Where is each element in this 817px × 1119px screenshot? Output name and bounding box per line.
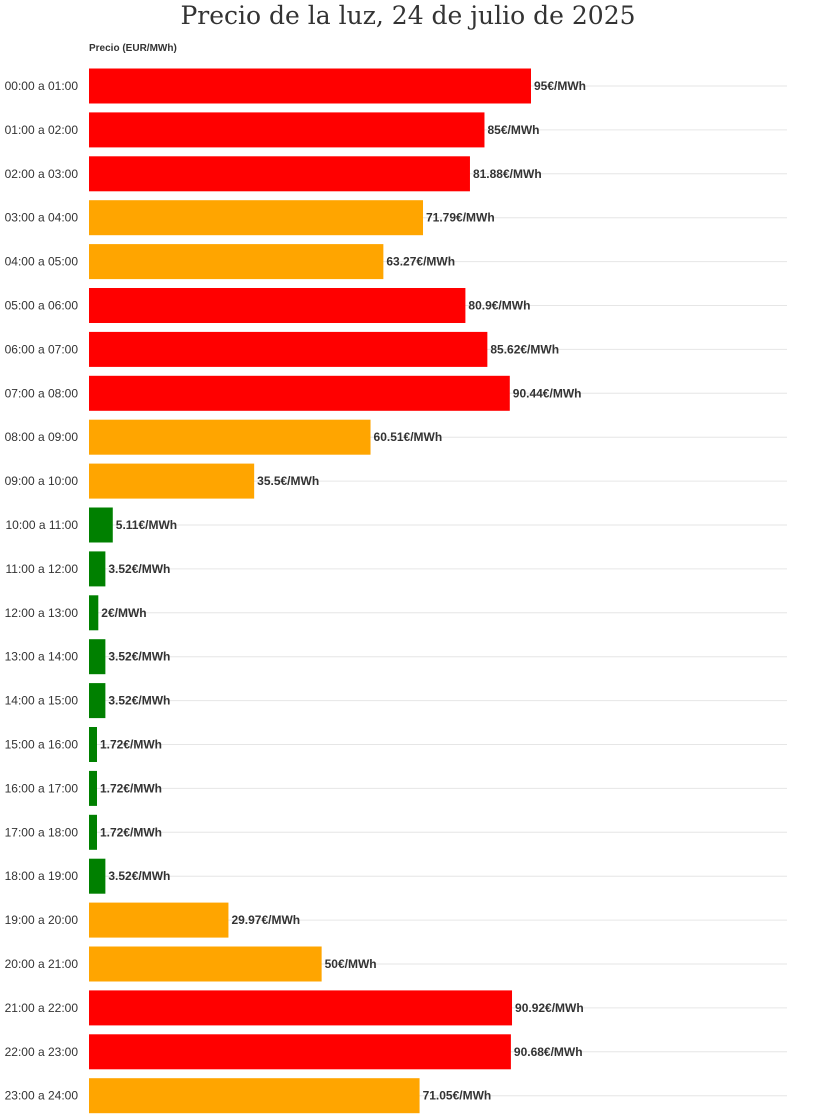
category-label-4: 04:00 a 05:00 <box>5 255 79 269</box>
data-label-6: 85.62€/MWh <box>490 342 559 356</box>
bar-22 <box>89 1034 511 1070</box>
data-label-3: 71.79€/MWh <box>426 211 495 225</box>
data-label-19: 29.97€/MWh <box>231 913 300 927</box>
bar-0 <box>89 68 531 104</box>
category-label-13: 13:00 a 14:00 <box>5 650 79 664</box>
category-label-2: 02:00 a 03:00 <box>5 167 79 181</box>
category-label-20: 20:00 a 21:00 <box>5 957 79 971</box>
category-label-21: 21:00 a 22:00 <box>5 1001 79 1015</box>
bar-11 <box>89 551 106 587</box>
bar-8 <box>89 419 371 455</box>
category-label-18: 18:00 a 19:00 <box>5 869 79 883</box>
bar-15 <box>89 727 98 762</box>
data-label-15: 1.72€/MWh <box>100 738 162 752</box>
data-label-21: 90.92€/MWh <box>515 1001 584 1015</box>
data-label-1: 85€/MWh <box>487 123 539 137</box>
data-label-14: 3.52€/MWh <box>108 694 170 708</box>
bar-12 <box>89 595 99 631</box>
category-label-7: 07:00 a 08:00 <box>5 386 79 400</box>
data-label-10: 5.11€/MWh <box>116 518 177 532</box>
bar-18 <box>89 858 106 894</box>
data-label-2: 81.88€/MWh <box>473 167 542 181</box>
data-label-11: 3.52€/MWh <box>108 562 170 576</box>
bar-4 <box>89 244 384 280</box>
axis-label: Precio (EUR/MWh) <box>89 43 177 54</box>
data-label-16: 1.72€/MWh <box>100 781 162 795</box>
bar-14 <box>89 683 106 719</box>
category-label-12: 12:00 a 13:00 <box>5 606 79 620</box>
category-label-9: 09:00 a 10:00 <box>5 474 79 488</box>
data-label-18: 3.52€/MWh <box>108 869 170 883</box>
category-label-1: 01:00 a 02:00 <box>5 123 79 137</box>
data-label-7: 90.44€/MWh <box>513 386 582 400</box>
category-label-10: 10:00 a 11:00 <box>5 518 78 532</box>
data-label-17: 1.72€/MWh <box>100 825 162 839</box>
category-label-14: 14:00 a 15:00 <box>5 694 79 708</box>
bar-3 <box>89 200 424 236</box>
bar-9 <box>89 463 255 499</box>
bars <box>89 68 531 1114</box>
bar-2 <box>89 156 470 192</box>
data-label-9: 35.5€/MWh <box>257 474 319 488</box>
category-label-5: 05:00 a 06:00 <box>5 299 79 313</box>
category-label-23: 23:00 a 24:00 <box>5 1089 79 1103</box>
bar-20 <box>89 946 322 982</box>
data-label-22: 90.68€/MWh <box>514 1045 583 1059</box>
bar-1 <box>89 112 485 148</box>
bar-5 <box>89 288 466 323</box>
bar-19 <box>89 902 229 938</box>
bar-23 <box>89 1078 420 1114</box>
bar-13 <box>89 639 106 675</box>
category-label-22: 22:00 a 23:00 <box>5 1045 79 1059</box>
data-labels: 95€/MWh 85€/MWh 81.88€/MWh 71.79€/MWh 63.27€… <box>100 79 586 1103</box>
bar-17 <box>89 814 98 850</box>
data-label-12: 2€/MWh <box>101 606 146 620</box>
chart-title: Precio de la luz, 24 de julio de 2025 <box>180 1 635 30</box>
category-label-8: 08:00 a 09:00 <box>5 430 79 444</box>
category-label-11: 11:00 a 12:00 <box>5 562 78 576</box>
category-label-0: 00:00 a 01:00 <box>5 79 79 93</box>
data-label-20: 50€/MWh <box>325 957 377 971</box>
category-label-17: 17:00 a 18:00 <box>5 825 79 839</box>
category-label-3: 03:00 a 04:00 <box>5 211 79 225</box>
data-label-8: 60.51€/MWh <box>374 430 443 444</box>
bar-10 <box>89 507 113 543</box>
category-labels: 00:00 a 01:00 01:00 a 02:00 02:00 a 03:00 0… <box>5 79 79 1103</box>
gridlines <box>89 85 787 1097</box>
data-label-4: 63.27€/MWh <box>386 255 455 269</box>
data-label-5: 80.9€/MWh <box>468 299 530 313</box>
category-label-6: 06:00 a 07:00 <box>5 342 79 356</box>
category-label-19: 19:00 a 20:00 <box>5 913 79 927</box>
data-label-23: 71.05€/MWh <box>423 1089 492 1103</box>
category-label-16: 16:00 a 17:00 <box>5 781 79 795</box>
bar-21 <box>89 990 513 1026</box>
bar-7 <box>89 375 510 411</box>
category-label-15: 15:00 a 16:00 <box>5 738 79 752</box>
bar-16 <box>89 770 98 806</box>
bar-6 <box>89 331 488 367</box>
data-label-0: 95€/MWh <box>534 79 586 93</box>
data-label-13: 3.52€/MWh <box>108 650 170 664</box>
